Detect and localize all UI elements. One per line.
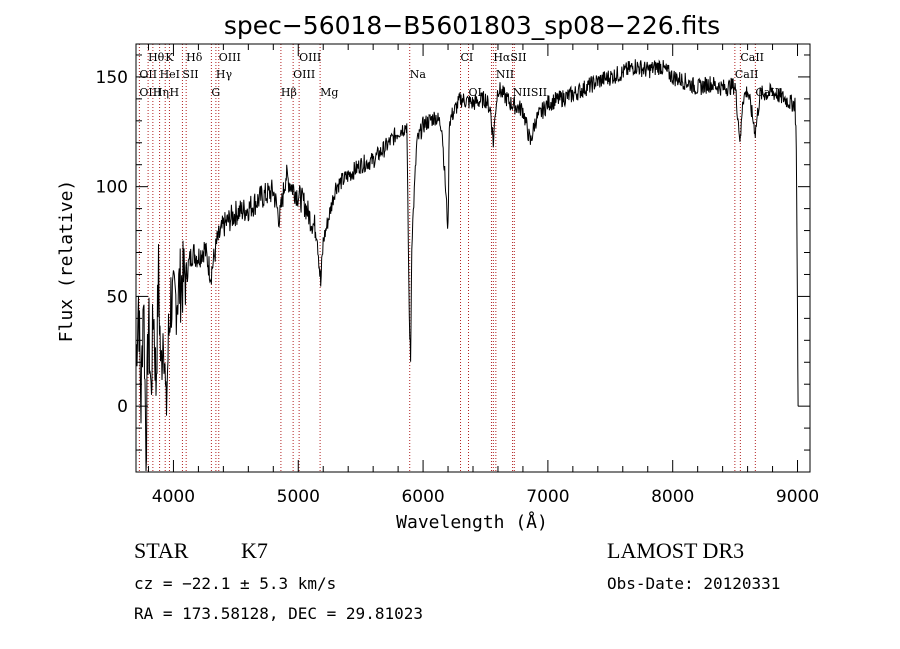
redshift-velocity: cz = −22.1 ± 5.3 km/s bbox=[134, 574, 337, 593]
x-axis-label: Wavelength (Å) bbox=[396, 511, 548, 533]
chart-title: spec−56018−B5601803_sp08−226.fits bbox=[224, 11, 720, 40]
spectral-line-label: CI bbox=[461, 51, 474, 64]
spectral-line-label: Hβ bbox=[281, 86, 297, 99]
spectrum-series-line bbox=[135, 59, 799, 472]
spectral-line-label: OIII bbox=[293, 68, 315, 81]
spectral-line-label: Hγ bbox=[216, 68, 233, 81]
spectral-line-label: Hθ bbox=[148, 51, 165, 64]
x-tick-label: 7000 bbox=[526, 487, 569, 507]
survey-name: LAMOST DR3 bbox=[607, 538, 745, 563]
spectral-line-label: Hη bbox=[153, 86, 169, 99]
sky-coordinates: RA = 173.58128, DEC = 29.81023 bbox=[134, 604, 423, 623]
spectral-line-label: OI bbox=[469, 86, 482, 99]
y-axis-label: Flux (relative) bbox=[56, 180, 77, 343]
spectral-line-label: OIII bbox=[299, 51, 321, 64]
y-tick-label: 100 bbox=[96, 178, 128, 198]
x-tick-label: 6000 bbox=[401, 487, 444, 507]
x-tick-label: 8000 bbox=[651, 487, 694, 507]
spectral-line-label: Hδ bbox=[186, 51, 203, 64]
spectral-line-label: SII bbox=[182, 68, 198, 81]
spectrum-chart: spec−56018−B5601803_sp08−226.fits Hθ K Hδ O… bbox=[56, 11, 819, 533]
spectral-line-label: NIISII bbox=[513, 86, 548, 99]
y-tick-label: 0 bbox=[117, 397, 128, 417]
plot-frame bbox=[135, 43, 811, 473]
y-tick-label: 50 bbox=[106, 287, 128, 307]
spectral-marker-lines bbox=[138, 44, 756, 472]
spectral-line-labels: Hθ K Hδ OIII OIII CI HαSII CaII OII HeI SII Hγ OIII N… bbox=[139, 51, 779, 99]
spectral-line-label: G bbox=[211, 86, 220, 99]
spectral-line-label: OIII bbox=[139, 86, 161, 99]
spectral-line-label: K bbox=[165, 51, 174, 64]
x-axis: 4000 5000 6000 7000 8000 9000 bbox=[147, 44, 819, 507]
object-class: STAR bbox=[134, 538, 189, 563]
observation-date: Obs-Date: 20120331 bbox=[607, 574, 781, 593]
x-tick-label: 5000 bbox=[277, 487, 320, 507]
spectral-line-label: CaII bbox=[735, 68, 759, 81]
spectral-line-label: HαSII bbox=[493, 51, 526, 64]
y-axis: 0 50 100 150 bbox=[96, 54, 810, 451]
spectral-line-label: HeI bbox=[160, 68, 180, 81]
x-tick-label: 9000 bbox=[776, 487, 819, 507]
x-tick-label: 4000 bbox=[152, 487, 195, 507]
spectral-line-label: Mg bbox=[320, 86, 338, 99]
spectral-line-label: Na bbox=[410, 68, 427, 81]
spectral-line-label: NII bbox=[496, 68, 514, 81]
spectral-line-label: H bbox=[169, 86, 179, 99]
spectral-line-label: OII bbox=[139, 68, 157, 81]
object-subclass: K7 bbox=[241, 538, 268, 563]
y-tick-label: 150 bbox=[96, 68, 128, 88]
spectral-line-label: OIII bbox=[219, 51, 241, 64]
spectral-line-label: CaII bbox=[740, 51, 764, 64]
